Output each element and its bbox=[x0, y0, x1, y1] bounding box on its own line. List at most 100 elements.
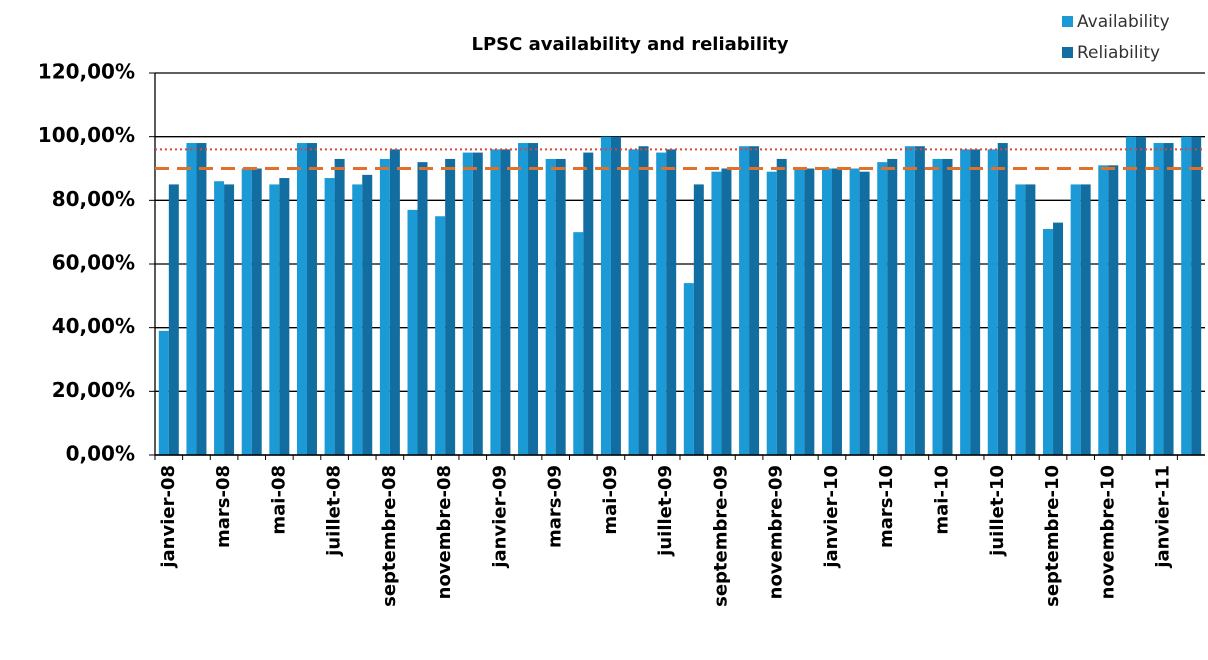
y-tick-label: 60,00% bbox=[52, 251, 135, 275]
x-tick-label: juillet-10 bbox=[987, 465, 1008, 557]
y-tick-label: 0,00% bbox=[66, 442, 135, 466]
bar bbox=[224, 184, 235, 455]
bar bbox=[472, 152, 483, 456]
x-tick-label: mai-08 bbox=[268, 465, 289, 535]
x-tick-label: juillet-08 bbox=[324, 465, 345, 557]
bar bbox=[186, 143, 197, 456]
bar bbox=[1191, 136, 1202, 455]
bar bbox=[960, 149, 971, 455]
x-tick-label: mars-09 bbox=[545, 465, 566, 548]
bar bbox=[656, 152, 667, 456]
bar bbox=[445, 158, 456, 455]
bar bbox=[821, 168, 832, 455]
bar bbox=[942, 158, 953, 455]
bar bbox=[666, 149, 677, 455]
bar bbox=[794, 168, 805, 455]
bar bbox=[462, 152, 473, 456]
bar bbox=[739, 146, 750, 455]
x-tick-label: janvier-10 bbox=[821, 465, 842, 569]
bar bbox=[1025, 184, 1036, 455]
bar bbox=[1181, 136, 1192, 455]
bar bbox=[711, 171, 722, 455]
bar bbox=[407, 209, 418, 455]
bar bbox=[518, 143, 529, 456]
bar bbox=[296, 143, 307, 456]
bar bbox=[279, 178, 290, 456]
bar bbox=[1070, 184, 1081, 455]
x-tick-label: janvier-08 bbox=[158, 465, 179, 569]
bar bbox=[583, 152, 594, 456]
bar bbox=[417, 162, 428, 455]
bar bbox=[766, 171, 777, 455]
x-tick-label: septembre-10 bbox=[1042, 465, 1063, 607]
x-tick-label: novembre-10 bbox=[1097, 465, 1118, 599]
bar bbox=[610, 136, 621, 455]
bar bbox=[749, 146, 760, 455]
bar bbox=[997, 143, 1008, 456]
bar bbox=[1125, 136, 1136, 455]
x-tick-label: mars-10 bbox=[876, 465, 897, 548]
bar bbox=[849, 168, 860, 455]
x-tick-label: mai-10 bbox=[932, 465, 953, 535]
bar bbox=[914, 146, 925, 455]
bar bbox=[389, 149, 400, 455]
bar bbox=[970, 149, 981, 455]
x-tick-label: mai-09 bbox=[600, 465, 621, 535]
bar bbox=[932, 158, 943, 455]
bar bbox=[628, 149, 639, 455]
bar bbox=[1135, 136, 1146, 455]
bar bbox=[859, 171, 870, 455]
bar bbox=[269, 184, 280, 455]
chart-title: LPSC availability and reliability bbox=[471, 34, 788, 55]
bar bbox=[776, 158, 787, 455]
bar bbox=[555, 158, 566, 455]
y-tick-label: 100,00% bbox=[38, 123, 135, 147]
bar bbox=[500, 149, 511, 455]
y-tick-label: 40,00% bbox=[52, 314, 135, 338]
x-tick-label: janvier-11 bbox=[1153, 465, 1174, 569]
bar bbox=[638, 146, 649, 455]
bar bbox=[1015, 184, 1026, 455]
x-tick-label: novembre-09 bbox=[766, 465, 787, 599]
x-tick-label: septembre-09 bbox=[710, 465, 731, 607]
bar bbox=[306, 143, 317, 456]
x-tick-label: juillet-09 bbox=[655, 465, 676, 557]
bar bbox=[158, 330, 169, 455]
bar bbox=[324, 178, 335, 456]
legend-swatch bbox=[1062, 16, 1073, 27]
y-tick-label: 120,00% bbox=[38, 60, 135, 84]
bar bbox=[334, 158, 345, 455]
bar bbox=[600, 136, 611, 455]
bar bbox=[1053, 222, 1064, 455]
legend-swatch bbox=[1062, 47, 1073, 58]
legend-label: Availability bbox=[1077, 12, 1170, 32]
bar bbox=[168, 184, 179, 455]
x-tick-label: septembre-08 bbox=[379, 465, 400, 607]
bar bbox=[251, 168, 262, 455]
bar bbox=[352, 184, 363, 455]
bar bbox=[1080, 184, 1091, 455]
bar bbox=[241, 168, 252, 455]
bar bbox=[1153, 143, 1164, 456]
bar bbox=[1098, 165, 1109, 456]
legend-label: Reliability bbox=[1077, 43, 1160, 63]
bar bbox=[831, 168, 842, 455]
bar bbox=[1108, 165, 1119, 456]
y-tick-label: 20,00% bbox=[52, 378, 135, 402]
bar bbox=[362, 174, 373, 455]
bar bbox=[573, 232, 584, 455]
bar bbox=[545, 158, 556, 455]
bar bbox=[379, 158, 390, 455]
bar bbox=[904, 146, 915, 455]
bar bbox=[721, 168, 732, 455]
bar bbox=[435, 216, 446, 455]
bar bbox=[804, 168, 815, 455]
bar bbox=[693, 184, 704, 455]
x-tick-label: novembre-08 bbox=[434, 465, 455, 599]
x-tick-label: janvier-09 bbox=[489, 465, 510, 569]
bar bbox=[887, 158, 898, 455]
x-tick-label: mars-08 bbox=[213, 465, 234, 548]
bar bbox=[683, 283, 694, 455]
bar bbox=[877, 162, 888, 455]
